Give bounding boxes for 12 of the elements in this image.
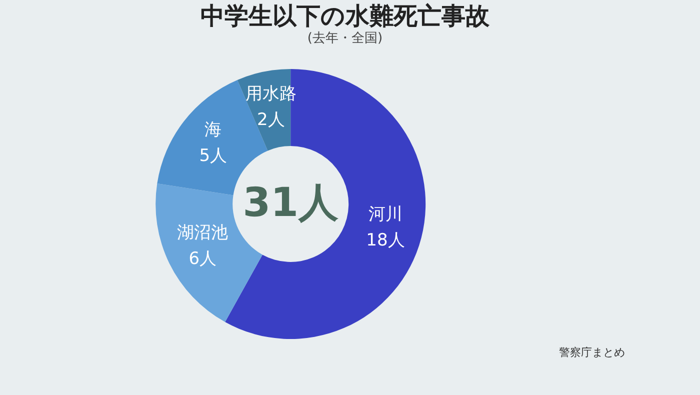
chart-subtitle: (去年・全国) <box>307 31 383 46</box>
slice-label: 湖沼池 <box>177 223 228 244</box>
chart-title: 中学生以下の水難死亡事故 <box>200 2 490 30</box>
text: 警察庁まとめ <box>559 346 625 359</box>
data-label: 5人 <box>199 146 228 166</box>
data-label: 6人 <box>188 249 217 270</box>
data-label: 18人 <box>366 230 405 251</box>
slice-label: 河川 <box>368 204 402 225</box>
text: 31人 <box>242 180 340 226</box>
slice-label: 海 <box>204 120 222 140</box>
slice-label: 用水路 <box>245 84 296 104</box>
data-label: 2人 <box>256 110 285 130</box>
